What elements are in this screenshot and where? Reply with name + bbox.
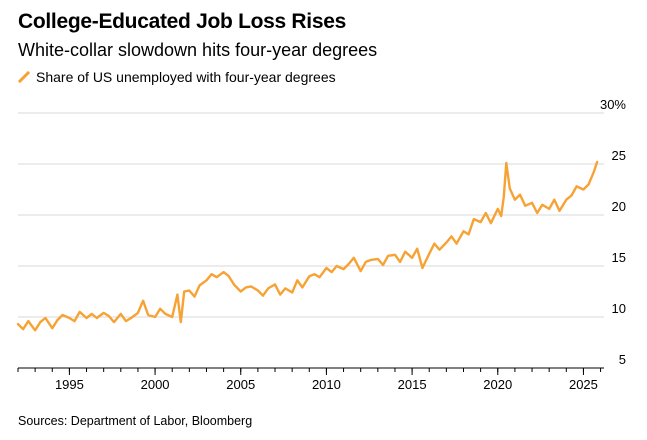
y-tick-label: 15 <box>612 250 626 265</box>
source-note: Sources: Department of Labor, Bloomberg <box>18 414 253 428</box>
chart-subtitle: White-collar slowdown hits four-year deg… <box>18 40 378 60</box>
x-tick-label: 2015 <box>398 377 427 392</box>
y-tick-label: 5 <box>619 352 626 367</box>
y-axis-labels: 30% 25 20 15 10 5 <box>600 97 626 367</box>
legend: Share of US unemployed with four-year de… <box>18 69 336 85</box>
legend-label: Share of US unemployed with four-year de… <box>36 69 336 85</box>
y-tick-label: 30% <box>600 97 626 112</box>
x-tick-label: 2020 <box>483 377 512 392</box>
x-tick-label: 1995 <box>55 377 84 392</box>
x-axis: 1995 2000 2005 2010 2015 2020 2025 <box>17 367 604 392</box>
legend-swatch-icon <box>18 71 30 83</box>
chart-title: College-Educated Job Loss Rises <box>18 10 346 33</box>
y-tick-label: 10 <box>612 301 626 316</box>
grid-layer <box>18 112 604 318</box>
x-tick-label: 2010 <box>312 377 341 392</box>
y-tick-label: 25 <box>612 148 626 163</box>
series-line <box>16 160 599 332</box>
y-tick-label: 20 <box>612 199 626 214</box>
x-tick-label: 2005 <box>226 377 255 392</box>
x-tick-label: 2000 <box>141 377 170 392</box>
series-layer <box>16 160 599 332</box>
x-tick-label: 2025 <box>569 377 598 392</box>
